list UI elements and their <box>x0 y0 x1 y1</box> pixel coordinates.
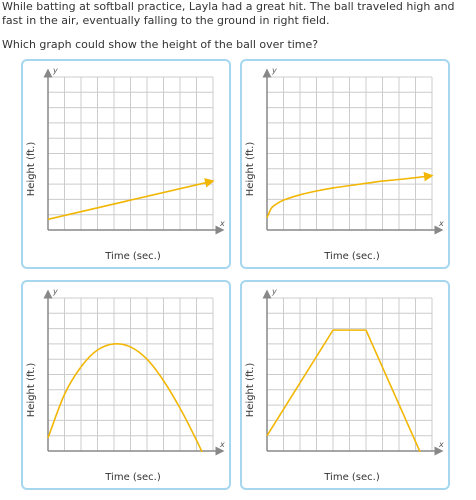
x-axis-label: Time (sec.) <box>105 251 161 262</box>
y-axis-letter: y <box>52 66 58 75</box>
x-axis-label: Time (sec.) <box>324 472 380 483</box>
series-line <box>266 171 434 219</box>
graph-1: xy <box>43 66 225 235</box>
series-line <box>266 329 421 452</box>
graph-2: xy <box>262 66 444 235</box>
y-axis-letter: y <box>52 287 58 296</box>
x-axis-label: Time (sec.) <box>105 472 161 483</box>
y-axis-label: Height (ft.) <box>245 141 256 197</box>
y-axis-letter: y <box>271 287 277 296</box>
y-axis-letter: y <box>271 66 277 75</box>
question-text: While batting at softball practice, Layl… <box>2 0 455 27</box>
x-axis-letter: x <box>438 219 444 228</box>
series-line <box>47 342 203 452</box>
y-axis-label: Height (ft.) <box>26 362 37 418</box>
x-axis-letter: x <box>219 440 225 449</box>
x-axis-letter: x <box>438 440 444 449</box>
question-prompt: Which graph could show the height of the… <box>2 38 319 51</box>
series-line <box>47 178 215 221</box>
y-axis-label: Height (ft.) <box>245 362 256 418</box>
graph-3: xy <box>43 287 225 456</box>
x-axis-letter: x <box>219 219 225 228</box>
graph-4: xy <box>262 287 444 456</box>
y-axis-label: Height (ft.) <box>26 141 37 197</box>
x-axis-label: Time (sec.) <box>324 251 380 262</box>
